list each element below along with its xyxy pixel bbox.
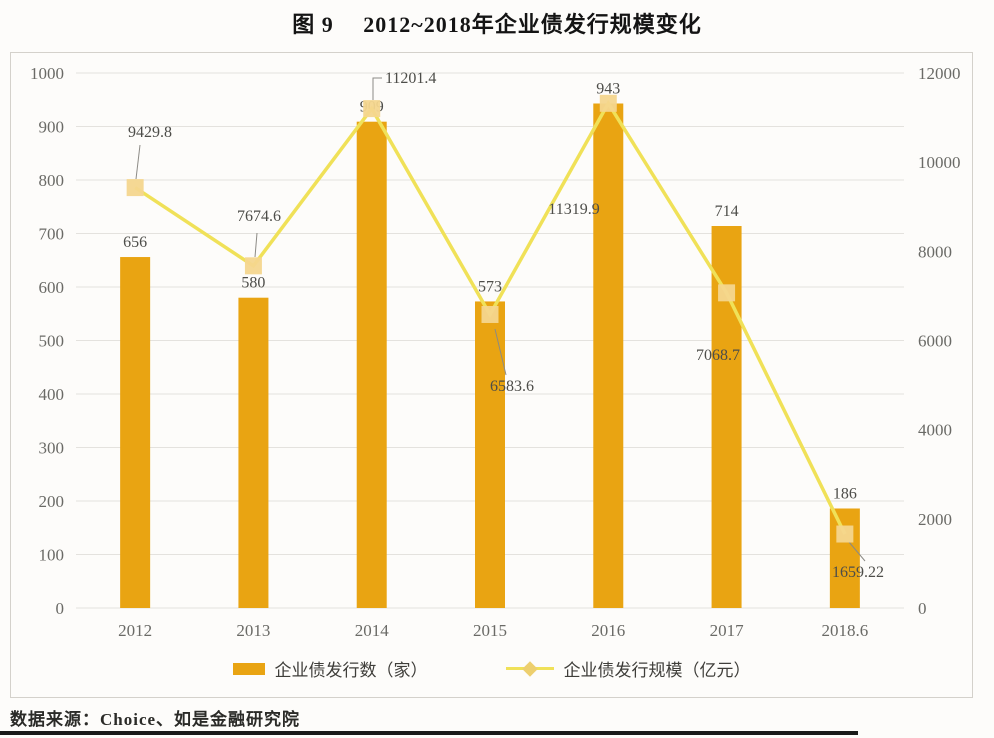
line-value-label: 6583.6 [490, 378, 534, 395]
bar-swatch-icon [232, 662, 265, 675]
bar-2012 [120, 257, 151, 608]
line-marker-2016 [599, 94, 617, 112]
line-value-label: 11319.9 [548, 201, 599, 218]
line-value-label: 7068.7 [696, 347, 740, 364]
x-axis-label: 2013 [236, 621, 270, 640]
legend-item-line: 企业债发行规模（亿元） [505, 656, 751, 681]
bottom-divider [0, 731, 858, 735]
line-marker-2015 [481, 305, 499, 323]
bar-2013 [238, 297, 269, 608]
leader-line [254, 232, 258, 258]
bar-2016 [593, 103, 624, 608]
y-axis-left-tick: 700 [39, 225, 65, 244]
bar-2017 [711, 226, 742, 608]
x-axis-label: 2016 [591, 621, 625, 640]
legend-item-bars: 企业债发行数（家） [232, 656, 428, 681]
bar-value-label: 943 [596, 80, 620, 97]
legend-label-line: 企业债发行规模（亿元） [563, 661, 751, 680]
bar-value-label: 656 [123, 234, 147, 251]
bar-value-label: 580 [241, 275, 265, 292]
line-marker-2018.6 [836, 525, 854, 543]
line-value-label: 7674.6 [237, 208, 281, 225]
y-axis-left-tick: 1000 [30, 64, 64, 83]
line-marker-2017 [718, 284, 736, 302]
bar-value-label: 186 [833, 485, 857, 502]
y-axis-left-tick: 100 [39, 546, 65, 565]
bar-value-label: 573 [478, 278, 502, 295]
y-axis-right-tick: 10000 [918, 153, 961, 172]
chart-plot: 0100200300400500600700800900100002000400… [30, 64, 961, 640]
y-axis-left-tick: 800 [39, 171, 65, 190]
y-axis-right-tick: 8000 [918, 242, 952, 261]
legend-label-bars: 企业债发行数（家） [274, 661, 428, 680]
line-marker-2014 [363, 100, 381, 118]
y-axis-right-tick: 12000 [918, 64, 961, 83]
bar-value-label: 714 [715, 203, 739, 220]
line-value-label: 9429.8 [128, 124, 172, 141]
x-axis-label: 2015 [473, 621, 507, 640]
x-axis-label: 2018.6 [821, 621, 868, 640]
y-axis-left-tick: 400 [39, 385, 65, 404]
line-value-label: 1659.22 [832, 564, 884, 581]
leader-line [372, 77, 382, 100]
line-value-label: 11201.4 [385, 70, 436, 87]
bar-2015 [475, 301, 505, 608]
y-axis-right-tick: 0 [918, 599, 927, 618]
data-source-note: 数据来源：Choice、如是金融研究院 [10, 710, 301, 729]
line-marker-swatch-icon [505, 660, 554, 677]
y-axis-left-tick: 300 [39, 439, 65, 458]
line-marker-2012 [126, 179, 144, 197]
y-axis-left-tick: 500 [39, 332, 65, 351]
page-title: 图 9 2012~2018年企业债发行规模变化 [292, 12, 702, 37]
line-marker-2013 [244, 257, 262, 275]
bar-2014 [356, 121, 387, 608]
y-axis-left-tick: 0 [56, 599, 65, 618]
leader-line [848, 541, 866, 562]
chart-container: 0 100 200 300 400 500 600 700 800 900 1000 0 2000 400… [10, 52, 973, 698]
y-axis-left-tick: 900 [39, 118, 65, 137]
y-axis-right-tick: 2000 [918, 510, 952, 529]
y-axis-left-tick: 600 [39, 278, 65, 297]
bar-2018.6 [829, 508, 860, 608]
y-axis-right-tick: 4000 [918, 421, 952, 440]
leader-line [494, 328, 507, 376]
x-axis-label: 2017 [710, 621, 745, 640]
x-axis-label: 2014 [355, 621, 390, 640]
chart-legend: 企业债发行数（家） 企业债发行规模（亿元） [11, 656, 972, 681]
leader-line [135, 144, 141, 180]
y-axis-left-tick: 200 [39, 492, 65, 511]
y-axis-right-tick: 6000 [918, 332, 952, 351]
x-axis-label: 2012 [118, 621, 152, 640]
